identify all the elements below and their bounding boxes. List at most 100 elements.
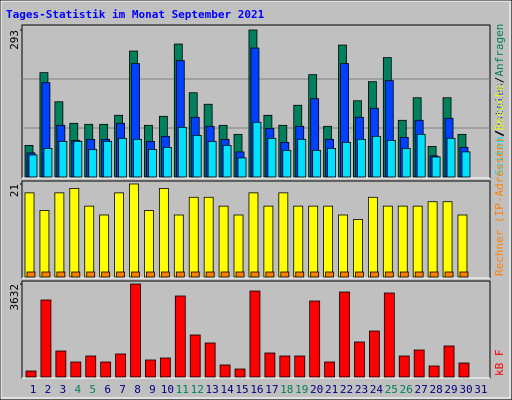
bar [339,291,350,378]
bar [342,141,351,178]
bar [384,271,394,278]
bar [218,205,229,278]
bar [116,271,125,278]
x-tick-label: 8 [134,383,141,396]
bar [323,205,334,278]
bar [295,271,305,278]
bar [24,192,35,278]
bar [114,192,124,278]
x-tick-label: 6 [104,383,111,396]
x-tick-label: 17 [265,383,278,396]
x-tick-label: 19 [295,383,308,396]
bar [399,271,409,278]
bar [383,292,395,378]
x-tick-label: 15 [235,383,248,396]
bar [458,362,470,378]
bar [203,196,214,278]
bar [250,271,260,278]
bar [192,134,202,178]
bar [414,271,424,278]
y-tick-label: 3632 [8,284,21,311]
bar [355,271,364,278]
x-tick-label: 24 [370,383,384,396]
bar [324,361,336,378]
legend-separator: / [493,130,506,137]
x-tick-label: 14 [220,383,234,396]
x-tick-label: 5 [89,383,96,396]
bar [144,210,154,278]
x-tick-label: 20 [310,383,323,396]
bar [84,205,95,278]
bar [188,196,199,278]
bar [58,140,68,178]
bar [177,126,187,178]
bar [401,148,411,178]
bar [369,271,379,278]
bar [118,137,127,178]
bar [56,271,66,278]
x-tick-label: 3 [60,383,67,396]
x-tick-label: 27 [415,383,428,396]
bar [252,121,262,178]
chart-title: Tages-Statistik im Monat September 2021 [6,8,265,21]
bar [327,148,337,178]
bar [71,271,81,278]
bar [25,370,37,378]
bar [443,345,455,378]
legend-entry: Besuche [493,84,506,130]
legend: kB F [493,350,506,377]
bar [267,137,277,178]
bar [222,144,232,178]
bar [129,183,139,278]
bar [308,205,319,278]
legend-entry: Dateien [493,83,506,129]
bar [219,364,231,378]
bar [148,149,157,178]
bar [416,133,426,178]
bar [310,271,320,278]
bar [175,271,185,278]
legend: Seiten/Dateien/Anfragen [493,24,506,176]
bar [207,140,217,178]
x-tick-label: 31 [474,383,487,396]
bar [397,205,408,278]
bar [338,214,348,278]
x-tick-label: 10 [161,383,174,396]
bar [189,334,201,378]
bar [101,271,111,278]
bar [325,271,335,278]
bar [100,361,112,378]
bar [69,188,80,278]
legend-entry: Seiten [493,136,506,176]
bar [428,365,440,378]
bar [429,271,439,278]
bar [55,350,67,378]
bar [28,154,38,178]
bar [413,349,425,378]
bar [130,283,141,378]
bar [133,138,142,178]
bar [309,300,321,378]
bar [39,210,50,278]
x-tick-label: 11 [176,383,189,396]
x-tick-label: 7 [119,383,126,396]
bar [294,355,306,378]
bar [99,214,110,278]
bar [204,342,216,378]
bar [444,271,454,278]
bar [159,357,171,378]
bar [457,214,468,278]
bar [367,196,378,278]
bar [293,205,304,278]
bar [220,271,230,278]
bar [190,271,200,278]
bar [234,368,246,378]
legend: Rechner (IP-Adressen)/Besuche [493,84,506,276]
bar [279,355,291,378]
bar [461,151,471,178]
bar [398,355,410,378]
bar [357,138,366,178]
bar [70,361,82,378]
